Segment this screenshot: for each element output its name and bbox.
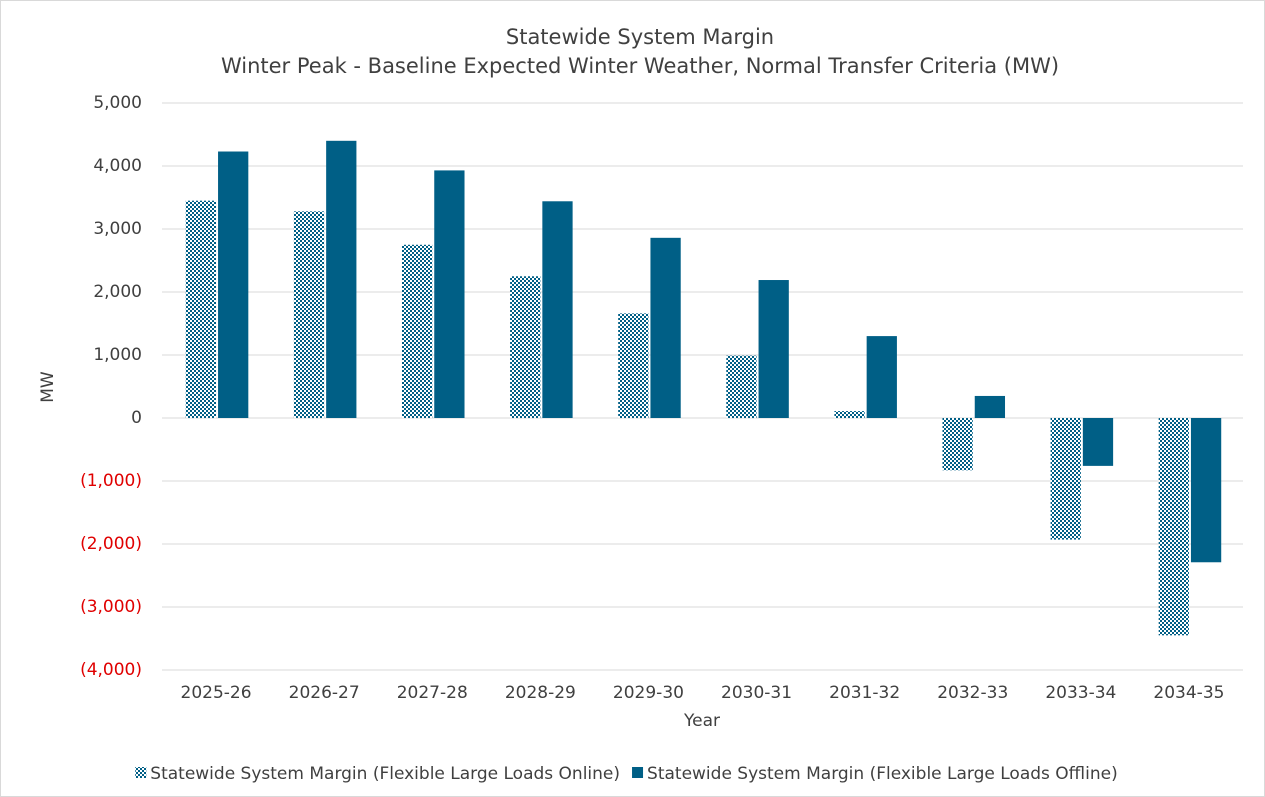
bar <box>542 201 573 418</box>
x-axis-label: Year <box>683 711 720 731</box>
y-tick-label: (1,000) <box>80 471 142 491</box>
y-tick-label: 5,000 <box>93 93 142 113</box>
bar <box>618 313 649 418</box>
y-tick-label: 0 <box>131 408 142 428</box>
bar <box>834 411 865 418</box>
bar <box>293 211 325 418</box>
legend-marker <box>135 767 147 778</box>
x-tick-label: 2025-26 <box>181 683 252 703</box>
chart-subtitle: Winter Peak - Baseline Expected Winter W… <box>221 54 1059 78</box>
y-tick-label: 1,000 <box>93 345 142 365</box>
y-tick-label: (3,000) <box>80 597 142 617</box>
legend-marker <box>632 767 644 778</box>
x-tick-label: 2027-28 <box>397 683 468 703</box>
bar <box>1158 418 1189 636</box>
bar <box>942 418 973 471</box>
x-tick-label: 2034-35 <box>1153 683 1224 703</box>
x-tick-label: 2033-34 <box>1045 683 1116 703</box>
y-tick-label: 2,000 <box>93 282 142 302</box>
y-tick-label: (4,000) <box>80 660 142 680</box>
bar <box>185 200 217 418</box>
x-tick-label: 2030-31 <box>721 683 792 703</box>
x-tick-label: 2026-27 <box>289 683 360 703</box>
bar <box>218 151 249 418</box>
bar <box>401 244 433 418</box>
bar <box>1190 418 1222 563</box>
legend-label: Statewide System Margin (Flexible Large … <box>150 764 620 784</box>
x-tick-label: 2032-33 <box>937 683 1008 703</box>
bar <box>326 140 357 419</box>
y-tick-label: 4,000 <box>93 156 142 176</box>
bar <box>510 276 541 418</box>
bar <box>434 170 465 418</box>
bar <box>1082 418 1114 466</box>
bar <box>974 395 1006 418</box>
x-tick-label: 2031-32 <box>829 683 900 703</box>
x-tick-label: 2028-29 <box>505 683 576 703</box>
chart-title: Statewide System Margin <box>506 25 774 49</box>
x-tick-label: 2029-30 <box>613 683 684 703</box>
bar <box>866 336 897 418</box>
y-axis-label: MW <box>38 371 58 403</box>
bar <box>726 355 757 418</box>
bar <box>1050 418 1081 540</box>
bar <box>650 237 681 418</box>
y-tick-label: 3,000 <box>93 219 142 239</box>
bar <box>758 280 789 418</box>
y-tick-label: (2,000) <box>80 534 142 554</box>
legend-label: Statewide System Margin (Flexible Large … <box>647 764 1118 784</box>
